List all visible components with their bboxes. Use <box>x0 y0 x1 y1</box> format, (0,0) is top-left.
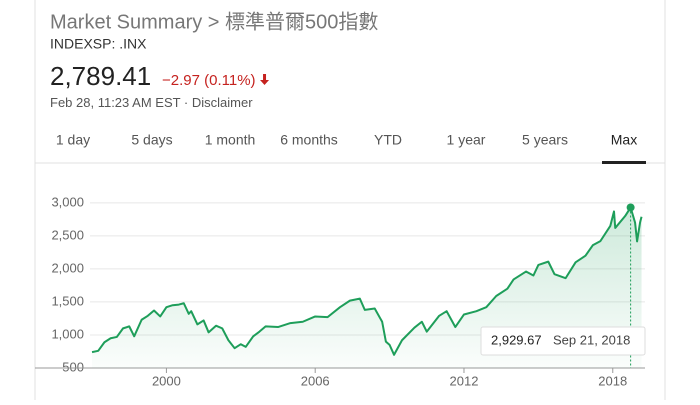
y-tick-label: 2,000 <box>51 260 84 275</box>
plot: 500 1,000 1,500 2,000 2,500 3,000 2000 2006 2012… <box>35 194 646 388</box>
tab[interactable]: 5 years <box>522 132 568 148</box>
ticker: INDEXSP: .INX <box>50 36 147 52</box>
tooltip-box <box>480 326 646 356</box>
tab[interactable]: YTD <box>374 132 402 148</box>
title[interactable]: Market Summary > 標準普爾500指數 <box>50 10 378 33</box>
tab[interactable]: 6 months <box>280 132 338 148</box>
tab[interactable]: 5 days <box>131 132 172 148</box>
x-tick-label: 2006 <box>301 373 330 388</box>
tooltip-date: Sep 21, 2018 <box>553 332 630 347</box>
timestamp: Feb 28, 11:23 AM EST · Disclaimer <box>50 95 253 110</box>
hover-point <box>626 203 635 212</box>
tab[interactable]: 1 year <box>447 132 486 148</box>
tab[interactable]: 1 day <box>56 132 90 148</box>
tooltip-value: 2,929.67 <box>491 332 542 347</box>
tab[interactable]: 1 month <box>205 132 256 148</box>
y-tick-label: 1,500 <box>51 293 84 308</box>
y-tick-label: 500 <box>62 359 84 374</box>
y-tick-label: 3,000 <box>51 194 84 209</box>
x-tick-label: 2012 <box>450 373 479 388</box>
y-tick-label: 1,000 <box>51 326 84 341</box>
line <box>91 206 643 356</box>
y-tick-label: 2,500 <box>51 227 84 242</box>
disclaimer-link[interactable]: Disclaimer <box>192 95 253 110</box>
tab-underline <box>602 161 646 164</box>
down-arrow <box>260 74 270 85</box>
tabs: 1 day 5 days 1 month 6 months YTD 1 year 5 yea… <box>56 132 646 164</box>
change: −2.97 (0.11%) <box>162 72 256 89</box>
tab[interactable]: Max <box>611 132 637 148</box>
timestamp-text: Feb 28, 11:23 AM EST · <box>50 95 188 110</box>
x-tick-label: 2000 <box>152 373 181 388</box>
x-tick-label: 2018 <box>598 373 627 388</box>
price: 2,789.41 <box>50 61 151 91</box>
